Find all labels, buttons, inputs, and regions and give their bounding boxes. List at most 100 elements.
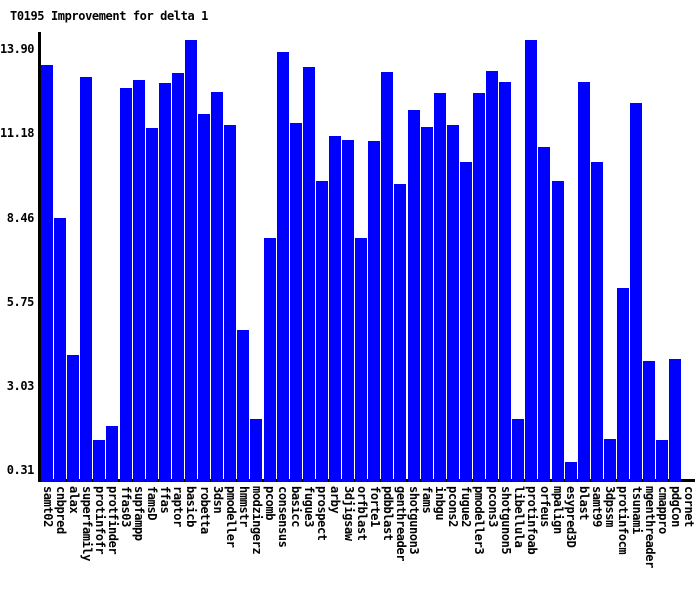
bar-shotgunon3: [408, 110, 420, 482]
bar-alax: [67, 355, 79, 482]
bar-prospect: [316, 181, 328, 482]
bar-hmmstr: [237, 330, 249, 482]
x-tick-label-genthreader: genthreader: [394, 486, 408, 562]
bar-superfamily: [80, 77, 92, 482]
bar-orfblast: [355, 238, 367, 482]
x-tick-label-ffas03: ffas03: [119, 486, 133, 527]
x-tick-label-cnbpred: cnbpred: [54, 486, 68, 534]
x-tick-label-pdgCon: pdgCon: [669, 486, 683, 527]
x-tick-label-3dpssm: 3dpssm: [603, 486, 617, 527]
bar-cmappro: [656, 440, 668, 482]
y-tick-label: 13.90: [0, 42, 35, 56]
x-tick-label-robetta: robetta: [198, 486, 212, 534]
chart-title: T0195 Improvement for delta 1: [10, 9, 208, 23]
bar-robetta: [198, 114, 210, 482]
x-tick-label-cmappro: cmappro: [656, 486, 670, 534]
bar-3dpssm: [604, 439, 616, 482]
x-tick-label-3djigsaw: 3djigsaw: [342, 486, 356, 541]
bar-pmodeller: [224, 125, 236, 482]
x-tick-label-shotgunon5: shotgunon5: [499, 486, 513, 555]
x-tick-label-basicb: basicb: [184, 486, 198, 527]
x-tick-label-tsunami: tsunami: [630, 486, 644, 534]
bar-fugue2: [460, 162, 472, 482]
bar-samt99: [591, 162, 603, 482]
x-tick-label-superfamily: superfamily: [80, 486, 94, 562]
bar-inbgu: [434, 93, 446, 482]
bar-tsunami: [630, 103, 642, 482]
x-tick-label-inbgu: inbgu: [433, 486, 447, 521]
y-tick-label: 3.03: [6, 379, 35, 393]
bar-samt02: [41, 65, 53, 482]
x-tick-label-ffas: ffas: [158, 486, 172, 514]
x-tick-label-protfinder: protfinder: [106, 486, 120, 555]
x-tick-label-forte1: forte1: [368, 486, 382, 527]
bar-protinfoab: [525, 40, 537, 482]
bar-pmodeller3: [473, 93, 485, 482]
x-tick-label-mpalign: mpalign: [551, 486, 565, 534]
bar-fams: [421, 127, 433, 482]
x-tick-label-orfeus: orfeus: [538, 486, 552, 527]
x-tick-label-protinfofr: protinfofr: [93, 486, 107, 555]
x-tick-label-protinfocm: protinfocm: [616, 486, 630, 555]
bar-mpalign: [552, 181, 564, 482]
bar-esypred3D: [565, 462, 577, 482]
bar-3djigsaw: [342, 140, 354, 482]
x-tick-label-fugue3: fugue3: [302, 486, 316, 527]
bar-pdgCon: [669, 359, 681, 482]
x-tick-label-protinfoab: protinfoab: [525, 486, 539, 555]
bar-pcons3: [486, 71, 498, 482]
bar-fugue3: [303, 67, 315, 482]
bar-genthreader: [394, 184, 406, 482]
x-tick-label-consensus: consensus: [276, 486, 290, 548]
x-tick-label-fams: fams: [420, 486, 434, 514]
bar-3dsn: [211, 92, 223, 482]
bar-pcomb: [264, 238, 276, 482]
bar-mgenthreader: [643, 361, 655, 482]
bar-shotgunon5: [499, 82, 511, 482]
x-tick-label-basicc: basicc: [289, 486, 303, 527]
bar-pcons2: [447, 125, 459, 482]
x-tick-label-hmmstr: hmmstr: [237, 486, 251, 527]
x-tick-label-pcons3: pcons3: [486, 486, 500, 527]
x-tick-label-prospect: prospect: [315, 486, 329, 541]
y-tick-label: 8.46: [6, 211, 35, 225]
x-tick-label-arby: arby: [328, 486, 342, 514]
bar-orfeus: [538, 147, 550, 482]
bar-libellula: [512, 419, 524, 482]
bar-famsD: [146, 128, 158, 482]
x-tick-label-samt99: samt99: [590, 486, 604, 527]
x-tick-label-famsD: famsD: [145, 486, 159, 521]
bar-basicb: [185, 40, 197, 482]
x-tick-label-esypred3D: esypred3D: [564, 486, 578, 548]
x-tick-label-pcomb: pcomb: [263, 486, 277, 521]
x-tick-label-raptor: raptor: [171, 486, 185, 527]
x-tick-label-orfblast: orfblast: [355, 486, 369, 541]
x-tick-label-shotgunon3: shotgunon3: [407, 486, 421, 555]
x-tick-label-modzingerz: modzingerz: [250, 486, 264, 555]
x-tick-label-alax: alax: [67, 486, 81, 514]
bar-raptor: [172, 73, 184, 482]
x-tick-label-mgenthreader: mgenthreader: [643, 486, 657, 568]
x-tick-label-libellula: libellula: [512, 486, 526, 548]
bar-protinfocm: [617, 288, 629, 482]
y-tick-label: 5.75: [6, 295, 35, 309]
x-tick-label-cornet: cornet: [682, 486, 696, 527]
bar-ffas03: [120, 88, 132, 482]
x-tick-label-3dsn: 3dsn: [211, 486, 225, 514]
bar-blast: [578, 82, 590, 482]
bar-ffas: [159, 83, 171, 482]
bar-forte1: [368, 141, 380, 482]
bar-basicc: [290, 123, 302, 482]
bar-consensus: [277, 52, 289, 482]
bar-supfampp: [133, 80, 145, 482]
x-tick-label-pdbblast: pdbblast: [381, 486, 395, 541]
x-tick-label-pmodeller: pmodeller: [224, 486, 238, 548]
x-tick-label-blast: blast: [577, 486, 591, 521]
y-tick-label: 0.31: [6, 463, 35, 477]
x-tick-label-samt02: samt02: [41, 486, 55, 527]
bar-cnbpred: [54, 218, 66, 482]
y-tick-label: 11.18: [0, 126, 35, 140]
bar-protfinder: [106, 426, 118, 482]
x-tick-label-fugue2: fugue2: [459, 486, 473, 527]
